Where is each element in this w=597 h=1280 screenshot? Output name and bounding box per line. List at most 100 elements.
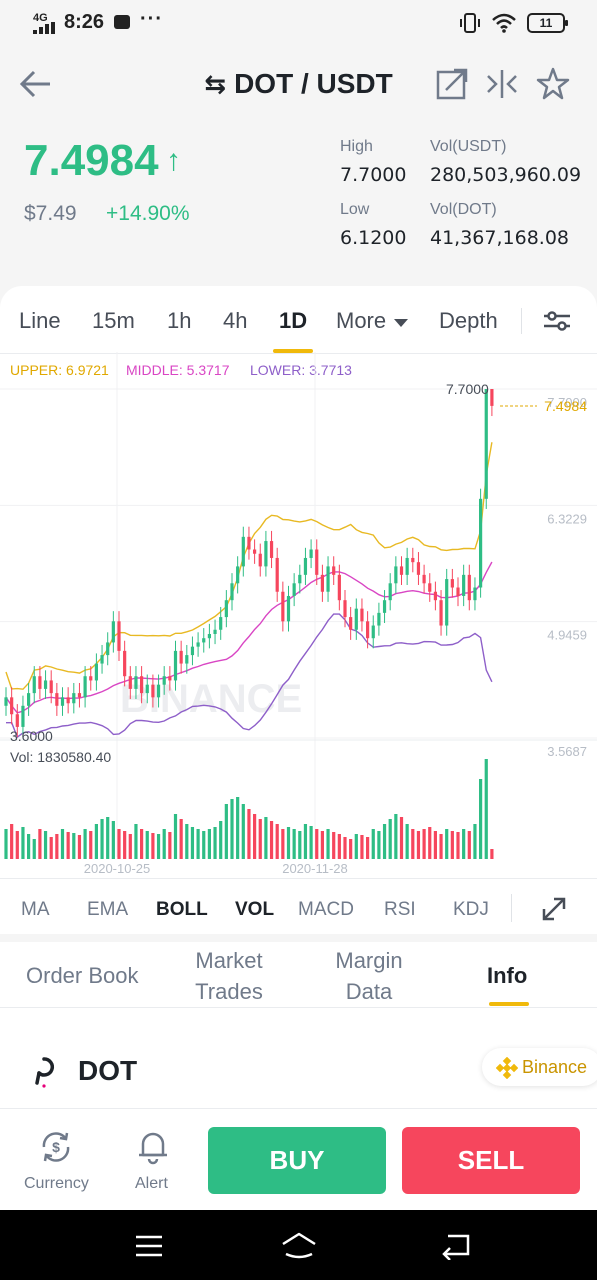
candle — [83, 676, 87, 698]
candle — [371, 625, 375, 639]
candle — [72, 693, 76, 704]
candle — [320, 574, 324, 592]
volume-bar — [354, 834, 358, 859]
chart-settings-icon[interactable] — [542, 308, 572, 334]
candle — [111, 621, 115, 643]
currency-label[interactable]: Currency — [24, 1175, 89, 1192]
indicator-ma[interactable]: MA — [21, 899, 50, 920]
volume-bar — [258, 819, 262, 859]
indicator-ema[interactable]: EMA — [87, 899, 129, 920]
star-icon[interactable] — [535, 66, 571, 102]
volume-bar — [422, 829, 426, 859]
candle — [450, 579, 454, 588]
candle — [196, 642, 200, 647]
tab-more[interactable]: More — [336, 308, 409, 334]
volume-bar — [439, 834, 443, 859]
pair-title[interactable]: ⇆ DOT / USDT — [0, 68, 597, 100]
candle — [162, 676, 166, 685]
candlestick-chart[interactable]: BINANCE 7.70006.32294.94593.56877.49847.… — [0, 352, 597, 878]
candle — [94, 663, 98, 681]
tab-market-trades-line1: Market — [195, 948, 263, 973]
indicator-kdj[interactable]: KDJ — [453, 899, 489, 920]
high-label: High — [340, 138, 373, 155]
fullscreen-icon[interactable] — [540, 895, 568, 923]
indicator-rsi[interactable]: RSI — [384, 899, 416, 920]
tab-margin-data[interactable]: Margin Data — [334, 945, 404, 1007]
candle — [100, 655, 104, 664]
coin-name: DOT — [78, 1055, 138, 1086]
chart-grid — [0, 352, 597, 857]
indicator-vol[interactable]: VOL — [235, 899, 275, 920]
volume-bar — [100, 819, 104, 859]
candle — [213, 629, 217, 634]
home-icon[interactable] — [280, 1230, 318, 1260]
external-link-icon[interactable] — [434, 66, 470, 102]
volume-bar — [60, 829, 65, 859]
volume-bar — [479, 779, 483, 859]
candle — [467, 574, 471, 601]
volume-bar — [433, 831, 437, 859]
volume-bar — [315, 829, 319, 859]
volume-bar — [106, 817, 110, 859]
volume-bar — [405, 824, 409, 859]
bell-icon[interactable] — [136, 1129, 170, 1165]
candle — [168, 676, 172, 681]
timeframe-bar: Line 15m 1h 4h 1D More Depth — [0, 286, 597, 354]
candle — [253, 549, 257, 554]
tab-1h[interactable]: 1h — [167, 308, 192, 333]
candle — [377, 612, 381, 626]
volume-bar — [360, 835, 364, 859]
candle — [4, 697, 8, 706]
back-arrow-icon[interactable] — [18, 66, 54, 102]
y-tick-label: 4.9459 — [547, 628, 587, 643]
compare-icon[interactable] — [484, 66, 520, 102]
volume-bar — [196, 829, 200, 859]
currency-icon[interactable]: $ — [38, 1129, 74, 1165]
candle — [433, 591, 437, 601]
volume-bar — [377, 831, 381, 859]
menu-icon[interactable] — [134, 1234, 164, 1258]
volume-bar — [298, 831, 302, 859]
battery-indicator: 11 — [527, 13, 568, 33]
candle — [219, 617, 223, 630]
candle — [247, 536, 251, 550]
tab-order-book[interactable]: Order Book — [26, 963, 139, 988]
volume-bar — [94, 824, 98, 859]
volume-bar — [236, 797, 240, 859]
volume-bar — [117, 829, 121, 859]
tab-margin-data-line2: Data — [345, 979, 393, 1004]
candle — [156, 684, 161, 698]
volume-bar — [173, 814, 178, 859]
tab-market-trades[interactable]: Market Trades — [192, 945, 266, 1007]
buy-button[interactable]: BUY — [208, 1127, 386, 1194]
tab-depth[interactable]: Depth — [439, 308, 498, 333]
tab-15m[interactable]: 15m — [92, 308, 135, 333]
candle — [21, 705, 25, 727]
sell-button[interactable]: SELL — [402, 1127, 580, 1194]
indicator-macd[interactable]: MACD — [298, 899, 354, 920]
tab-line[interactable]: Line — [19, 308, 61, 333]
volume-bar — [343, 837, 347, 859]
tab-info[interactable]: Info — [487, 963, 528, 988]
tab-4h[interactable]: 4h — [223, 308, 248, 333]
volume-bar — [456, 832, 460, 859]
vol-base-value: 41,367,168.08 — [430, 227, 570, 249]
volume-bar — [213, 827, 217, 859]
volume-bar — [467, 831, 471, 859]
candle — [286, 595, 291, 622]
volume-bar — [43, 831, 48, 859]
candle — [298, 574, 302, 584]
bottom-action-bar: $ Currency Alert BUY SELL — [0, 1108, 597, 1210]
back-nav-icon[interactable] — [440, 1230, 472, 1260]
candle — [128, 676, 132, 689]
alert-label[interactable]: Alert — [135, 1175, 168, 1192]
volume-bar — [219, 821, 223, 859]
tab-1d[interactable]: 1D — [279, 308, 308, 333]
indicator-boll[interactable]: BOLL — [156, 899, 208, 920]
candle — [428, 583, 432, 592]
candle — [366, 621, 370, 639]
volume-bar — [207, 829, 211, 859]
source-badge[interactable]: Binance — [482, 1048, 597, 1086]
network-indicator: 4G — [33, 12, 48, 24]
candle — [484, 389, 488, 499]
